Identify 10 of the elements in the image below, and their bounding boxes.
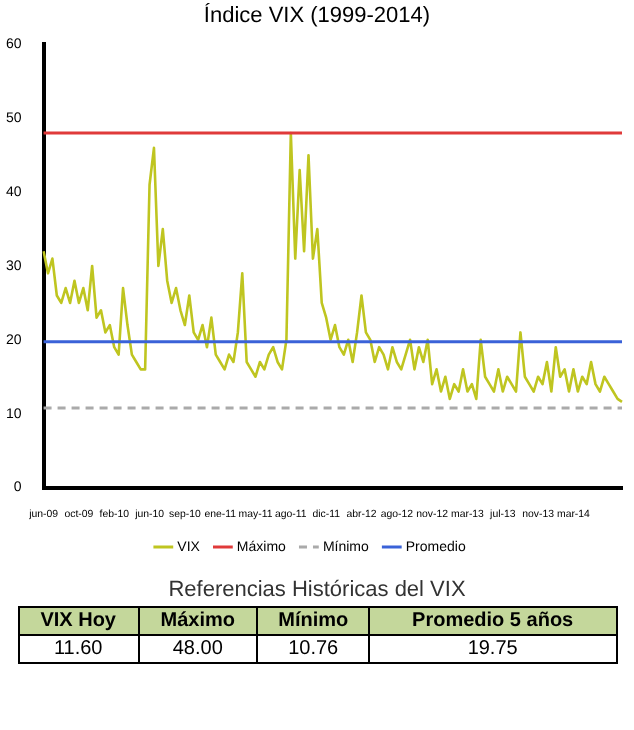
text: Referencias Históricas del VIX: [166, 578, 468, 602]
chart-title: Índice VIX (1999-2014): [201, 2, 433, 30]
text: 19.75: [369, 635, 616, 663]
text: Máximo: [138, 607, 258, 635]
text: VIX Hoy: [18, 607, 139, 635]
text: Promedio 5 años: [369, 607, 616, 635]
text: 48.00: [138, 635, 258, 663]
text: 11.60: [18, 635, 139, 663]
text: 10.76: [257, 635, 370, 663]
text: Mínimo: [257, 607, 370, 635]
